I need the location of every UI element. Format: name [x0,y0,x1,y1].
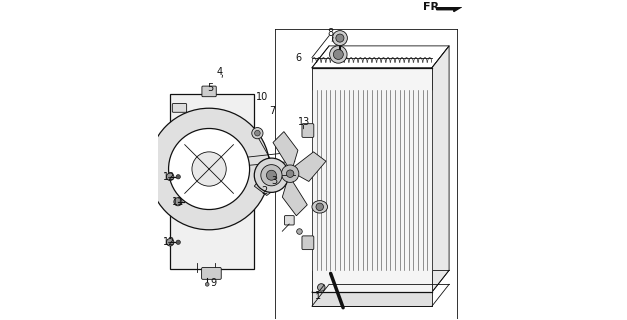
Ellipse shape [312,201,327,213]
Circle shape [332,31,347,45]
Circle shape [317,284,325,291]
Circle shape [255,130,260,136]
Text: 6: 6 [295,53,302,63]
Text: 10: 10 [256,92,268,102]
Polygon shape [273,132,298,167]
Circle shape [261,164,282,186]
Polygon shape [170,94,255,269]
Circle shape [169,129,250,210]
FancyBboxPatch shape [202,268,221,279]
Circle shape [334,50,344,60]
Circle shape [316,203,324,211]
Circle shape [336,34,344,42]
Circle shape [266,170,277,180]
Text: 8: 8 [327,28,334,38]
Text: 12: 12 [163,237,176,247]
Circle shape [282,165,299,182]
Text: 5: 5 [208,83,214,93]
Polygon shape [312,292,432,306]
Text: 9: 9 [210,278,216,288]
Text: 1: 1 [315,291,321,301]
FancyBboxPatch shape [302,124,314,137]
Text: 7: 7 [269,106,275,116]
Polygon shape [312,68,432,292]
Circle shape [166,238,174,246]
Circle shape [304,172,311,179]
FancyBboxPatch shape [202,86,216,97]
Circle shape [287,170,294,177]
Circle shape [166,173,174,180]
Text: 12: 12 [163,172,176,182]
Circle shape [330,46,347,63]
Circle shape [206,283,209,286]
Polygon shape [282,180,307,216]
Text: FR.: FR. [423,2,443,12]
Circle shape [255,158,288,192]
Text: 3: 3 [271,176,277,187]
Circle shape [174,198,182,206]
FancyBboxPatch shape [302,236,314,250]
Text: 2: 2 [261,186,267,196]
Text: 11: 11 [172,197,184,207]
FancyBboxPatch shape [172,104,187,112]
Circle shape [176,175,181,179]
Polygon shape [432,46,449,292]
FancyBboxPatch shape [285,216,294,225]
Circle shape [176,240,181,244]
Polygon shape [255,166,287,196]
Text: 4: 4 [216,68,223,77]
Polygon shape [293,152,326,181]
Circle shape [192,152,226,186]
Circle shape [149,108,270,230]
FancyArrow shape [436,2,461,12]
Circle shape [252,128,263,139]
Circle shape [297,229,302,234]
Text: 13: 13 [298,117,310,127]
